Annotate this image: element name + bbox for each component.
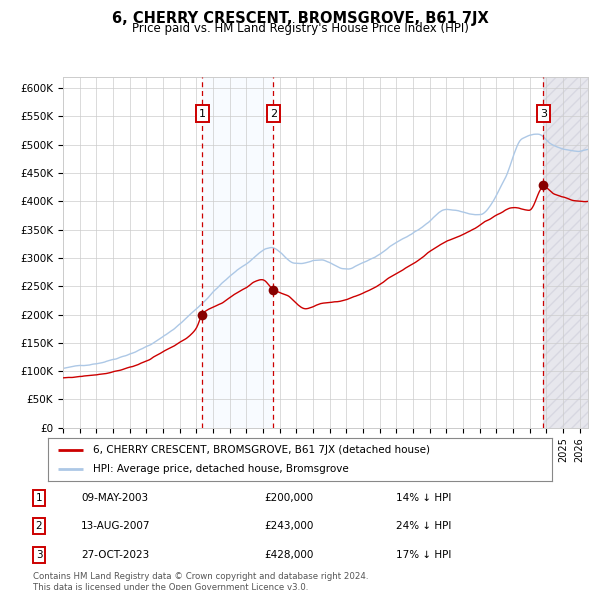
Text: £243,000: £243,000	[264, 522, 313, 531]
Text: 3: 3	[540, 109, 547, 119]
Text: Price paid vs. HM Land Registry's House Price Index (HPI): Price paid vs. HM Land Registry's House …	[131, 22, 469, 35]
Bar	[544, 77, 588, 428]
Text: 2: 2	[270, 109, 277, 119]
Text: 6, CHERRY CRESCENT, BROMSGROVE, B61 7JX: 6, CHERRY CRESCENT, BROMSGROVE, B61 7JX	[112, 11, 488, 25]
Text: Contains HM Land Registry data © Crown copyright and database right 2024.
This d: Contains HM Land Registry data © Crown c…	[33, 572, 368, 590]
Text: 27-OCT-2023: 27-OCT-2023	[81, 550, 149, 559]
Text: 1: 1	[199, 109, 206, 119]
Text: 13-AUG-2007: 13-AUG-2007	[81, 522, 151, 531]
Text: 1: 1	[35, 493, 43, 503]
Text: HPI: Average price, detached house, Bromsgrove: HPI: Average price, detached house, Brom…	[94, 464, 349, 474]
Text: £200,000: £200,000	[264, 493, 313, 503]
Text: £428,000: £428,000	[264, 550, 313, 559]
Text: 09-MAY-2003: 09-MAY-2003	[81, 493, 148, 503]
Text: 2: 2	[35, 522, 43, 531]
Bar	[544, 77, 588, 428]
Text: 3: 3	[35, 550, 43, 559]
Text: 6, CHERRY CRESCENT, BROMSGROVE, B61 7JX (detached house): 6, CHERRY CRESCENT, BROMSGROVE, B61 7JX …	[94, 445, 430, 455]
Bar	[202, 77, 274, 428]
Text: 17% ↓ HPI: 17% ↓ HPI	[396, 550, 451, 559]
Text: 24% ↓ HPI: 24% ↓ HPI	[396, 522, 451, 531]
Text: 14% ↓ HPI: 14% ↓ HPI	[396, 493, 451, 503]
